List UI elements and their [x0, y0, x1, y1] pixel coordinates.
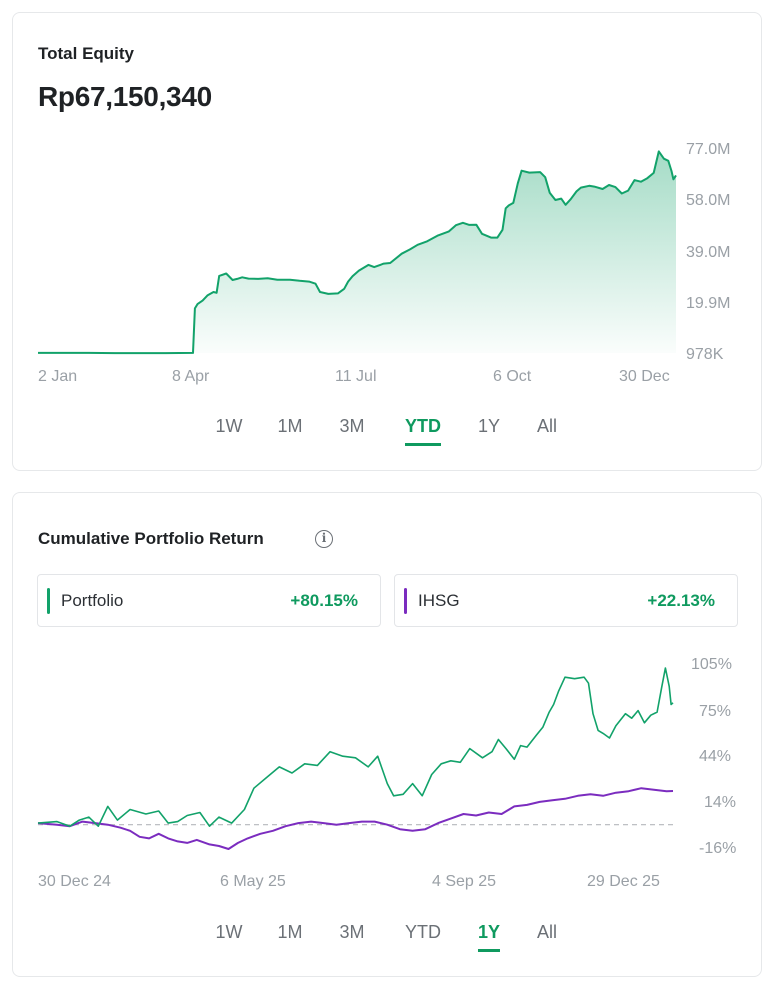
y-tick-label: 39.0M — [686, 244, 731, 261]
legend-portfolio[interactable]: Portfolio +80.15% — [37, 574, 381, 627]
tab-1w[interactable]: 1W — [215, 416, 243, 436]
y-tick-label: 75% — [699, 703, 732, 720]
y-tick-label: -16% — [699, 840, 737, 857]
equity-line — [38, 150, 677, 355]
equity-chart[interactable] — [13, 13, 763, 413]
legend-label: Portfolio — [61, 591, 124, 610]
x-tick-label: 29 Dec 25 — [587, 873, 660, 890]
y-tick-label: 44% — [699, 748, 732, 765]
total-equity-card: Total Equity Rp67,150,340 77.0M 58.0M 39… — [12, 12, 762, 471]
x-tick-label: 8 Apr — [172, 368, 210, 385]
portfolio-color-swatch — [47, 588, 50, 614]
tab-1m[interactable]: 1M — [277, 416, 303, 436]
return-chart[interactable] — [13, 493, 763, 893]
tab-3m[interactable]: 3M — [339, 922, 365, 942]
tab-1m[interactable]: 1M — [277, 922, 303, 942]
portfolio-line — [37, 667, 674, 827]
legend-value: +80.15% — [290, 591, 358, 610]
x-tick-label: 4 Sep 25 — [432, 873, 497, 890]
tab-ytd[interactable]: YTD — [405, 416, 441, 446]
tab-1y[interactable]: 1Y — [477, 416, 501, 436]
tab-all[interactable]: All — [536, 922, 558, 942]
x-tick-label: 11 Jul — [335, 368, 377, 385]
tab-ytd[interactable]: YTD — [405, 922, 441, 942]
tab-1w[interactable]: 1W — [215, 922, 243, 942]
y-tick-label: 978K — [686, 346, 724, 363]
legend-value: +22.13% — [647, 591, 715, 610]
x-tick-label: 2 Jan — [38, 368, 78, 385]
legend-label: IHSG — [418, 591, 460, 610]
info-icon[interactable]: i — [315, 530, 333, 548]
total-equity-value: Rp67,150,340 — [38, 81, 212, 112]
cumulative-return-card: Cumulative Portfolio Return i Portfolio … — [12, 492, 762, 977]
y-tick-label: 77.0M — [686, 141, 731, 158]
y-tick-label: 14% — [704, 794, 737, 811]
ihsg-color-swatch — [404, 588, 407, 614]
y-tick-label: 105% — [691, 656, 732, 673]
x-tick-label: 6 May 25 — [220, 873, 286, 890]
y-tick-label: 58.0M — [686, 192, 731, 209]
tab-3m[interactable]: 3M — [339, 416, 365, 436]
x-tick-label: 30 Dec — [619, 368, 670, 385]
tab-1y[interactable]: 1Y — [477, 922, 501, 952]
equity-area — [38, 151, 676, 354]
y-tick-label: 19.9M — [686, 295, 731, 312]
card-title: Total Equity — [38, 44, 135, 63]
tab-all[interactable]: All — [536, 416, 558, 436]
legend-ihsg[interactable]: IHSG +22.13% — [394, 574, 738, 627]
card-title: Cumulative Portfolio Return — [38, 529, 264, 548]
ihsg-line — [37, 787, 674, 850]
x-tick-label: 30 Dec 24 — [38, 873, 111, 890]
x-tick-label: 6 Oct — [493, 368, 532, 385]
